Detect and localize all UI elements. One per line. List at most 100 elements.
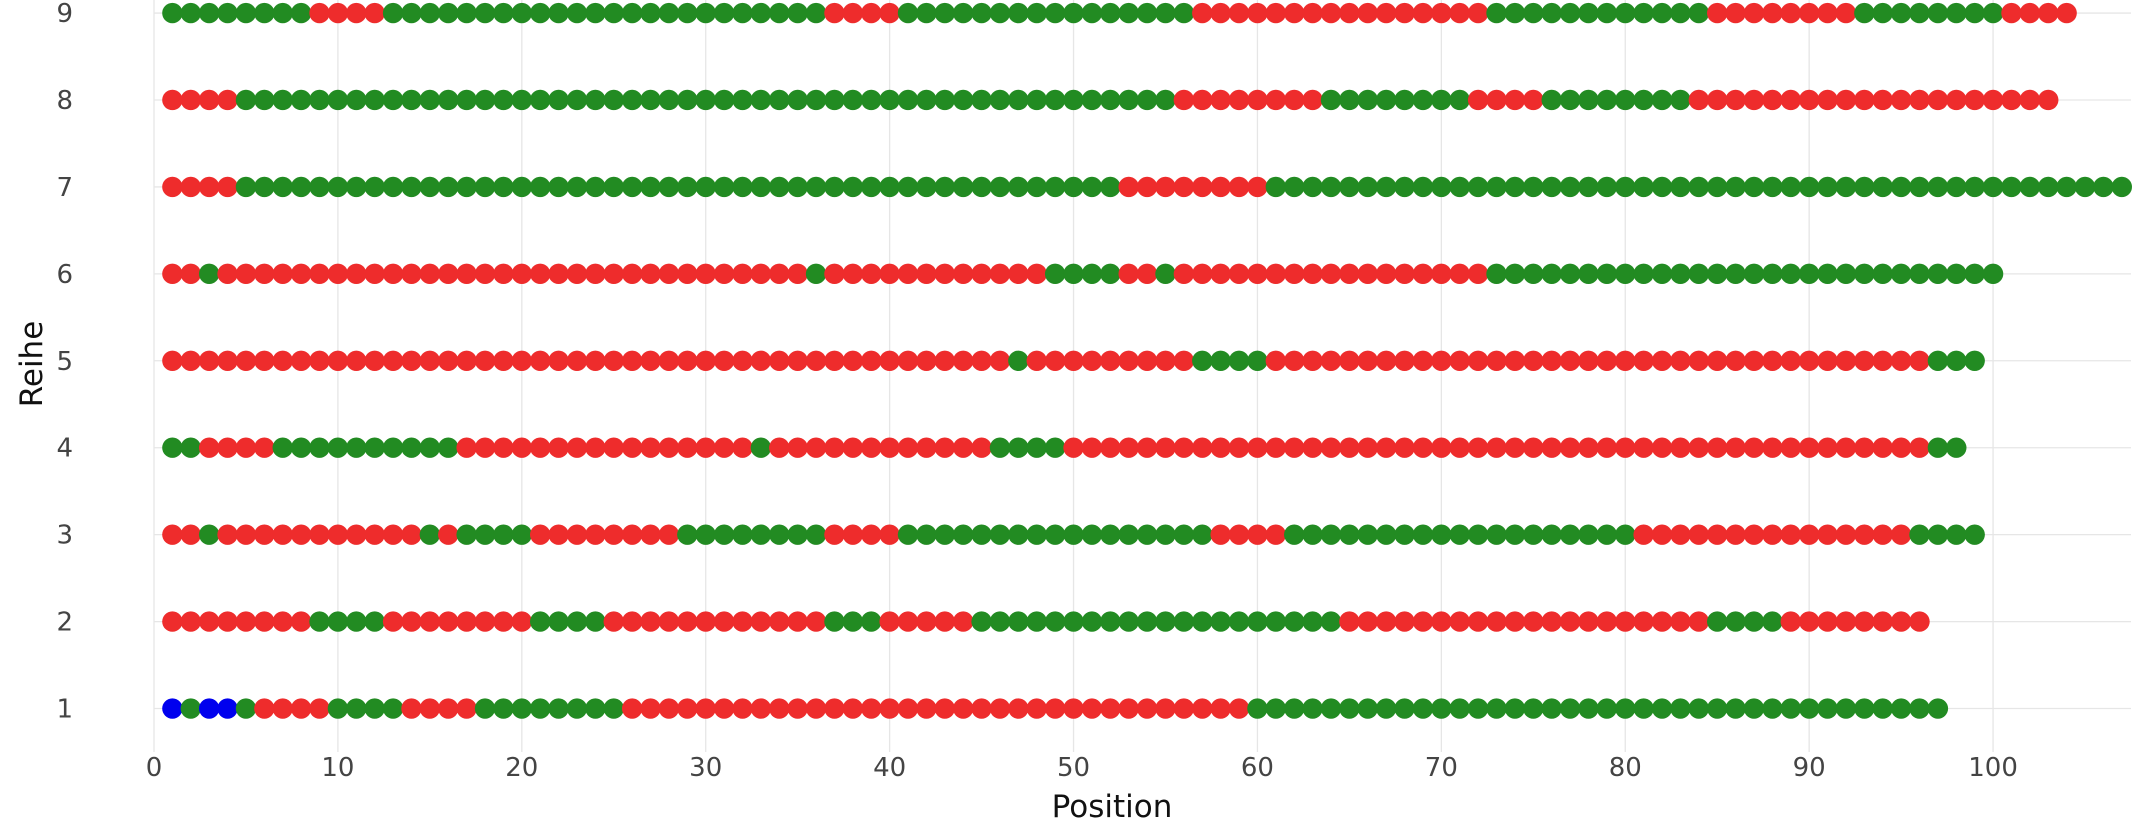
green-point	[1228, 350, 1250, 371]
red-point	[1890, 350, 1912, 371]
red-point	[695, 263, 716, 285]
red-point	[879, 524, 900, 545]
red-point	[1872, 350, 1893, 371]
red-point	[235, 263, 257, 285]
green-point	[511, 89, 533, 111]
green-point	[787, 2, 808, 24]
y-tick-label: 9	[56, 0, 73, 29]
red-point	[254, 611, 275, 632]
red-point	[861, 263, 882, 285]
red-point	[566, 350, 588, 371]
red-point	[1210, 698, 1231, 719]
red-point	[621, 437, 643, 458]
red-point	[952, 611, 974, 632]
red-point	[235, 524, 257, 545]
red-point	[603, 263, 624, 285]
red-point	[1320, 350, 1342, 371]
red-point	[1265, 2, 1287, 24]
green-point	[824, 611, 845, 632]
x-tick-label: 70	[1425, 753, 1458, 783]
red-point	[824, 263, 845, 285]
green-point	[1136, 611, 1158, 632]
red-point	[1284, 437, 1305, 458]
green-point	[327, 89, 349, 111]
green-point	[1044, 524, 1066, 545]
green-point	[1725, 176, 1746, 198]
red-point	[1817, 2, 1838, 24]
green-point	[1247, 350, 1268, 371]
green-point	[1467, 698, 1489, 719]
green-point	[1890, 2, 1912, 24]
red-point	[640, 524, 661, 545]
red-point	[1431, 2, 1452, 24]
red-point	[438, 524, 459, 545]
red-point	[1339, 263, 1360, 285]
green-point	[1431, 176, 1452, 198]
green-point	[272, 176, 293, 198]
green-point	[1596, 2, 1618, 24]
green-point	[1946, 524, 1967, 545]
red-point	[1228, 263, 1250, 285]
red-point	[401, 698, 422, 719]
red-point	[824, 350, 845, 371]
green-point	[438, 89, 459, 111]
green-point	[1173, 611, 1195, 632]
green-point	[1412, 698, 1434, 719]
green-point	[585, 611, 606, 632]
green-point	[1615, 524, 1636, 545]
green-point	[824, 89, 845, 111]
red-point	[1284, 89, 1305, 111]
green-point	[346, 611, 367, 632]
green-point	[1100, 2, 1121, 24]
red-point	[1541, 611, 1562, 632]
red-point	[695, 350, 716, 371]
red-point	[732, 698, 753, 719]
row-7-points	[162, 176, 2133, 198]
red-point	[621, 524, 643, 545]
green-point	[1375, 176, 1397, 198]
red-point	[1192, 698, 1213, 719]
green-point	[456, 524, 477, 545]
green-point	[1394, 698, 1415, 719]
green-point	[1265, 611, 1287, 632]
green-point	[1394, 89, 1415, 111]
row-9-points	[162, 2, 2077, 24]
red-point	[1817, 611, 1838, 632]
red-point	[1357, 350, 1378, 371]
green-point	[1946, 350, 1967, 371]
red-point	[585, 437, 606, 458]
green-point	[1927, 698, 1949, 719]
red-point	[346, 350, 367, 371]
red-point	[1688, 350, 1710, 371]
red-point	[1541, 350, 1562, 371]
red-point	[1559, 350, 1581, 371]
red-point	[1651, 524, 1673, 545]
red-point	[1504, 611, 1526, 632]
green-point	[254, 89, 275, 111]
green-point	[272, 89, 293, 111]
red-point	[1615, 437, 1636, 458]
red-point	[805, 350, 827, 371]
green-point	[1872, 698, 1893, 719]
red-point	[658, 263, 680, 285]
green-point	[180, 2, 201, 24]
red-point	[1872, 524, 1893, 545]
red-point	[861, 2, 882, 24]
green-point	[1890, 176, 1912, 198]
green-point	[1559, 2, 1581, 24]
red-point	[1854, 89, 1875, 111]
red-point	[1835, 89, 1857, 111]
green-point	[493, 2, 514, 24]
green-point	[658, 2, 680, 24]
green-point	[787, 524, 808, 545]
red-point	[493, 350, 514, 371]
green-point	[327, 611, 349, 632]
y-tick-label: 2	[56, 608, 73, 638]
red-point	[695, 611, 716, 632]
green-point	[1486, 176, 1507, 198]
red-point	[235, 350, 257, 371]
green-point	[897, 2, 919, 24]
red-point	[1707, 350, 1728, 371]
green-point	[1688, 176, 1710, 198]
red-point	[640, 611, 661, 632]
